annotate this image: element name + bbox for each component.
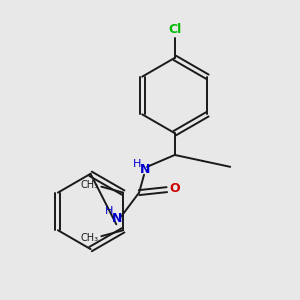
Text: H: H [105,206,114,216]
Text: N: N [112,212,122,225]
Text: Cl: Cl [168,23,182,36]
Text: O: O [169,182,180,195]
Text: CH₃: CH₃ [80,180,98,190]
Text: CH₃: CH₃ [80,233,98,243]
Text: N: N [140,163,150,176]
Text: H: H [133,159,141,169]
